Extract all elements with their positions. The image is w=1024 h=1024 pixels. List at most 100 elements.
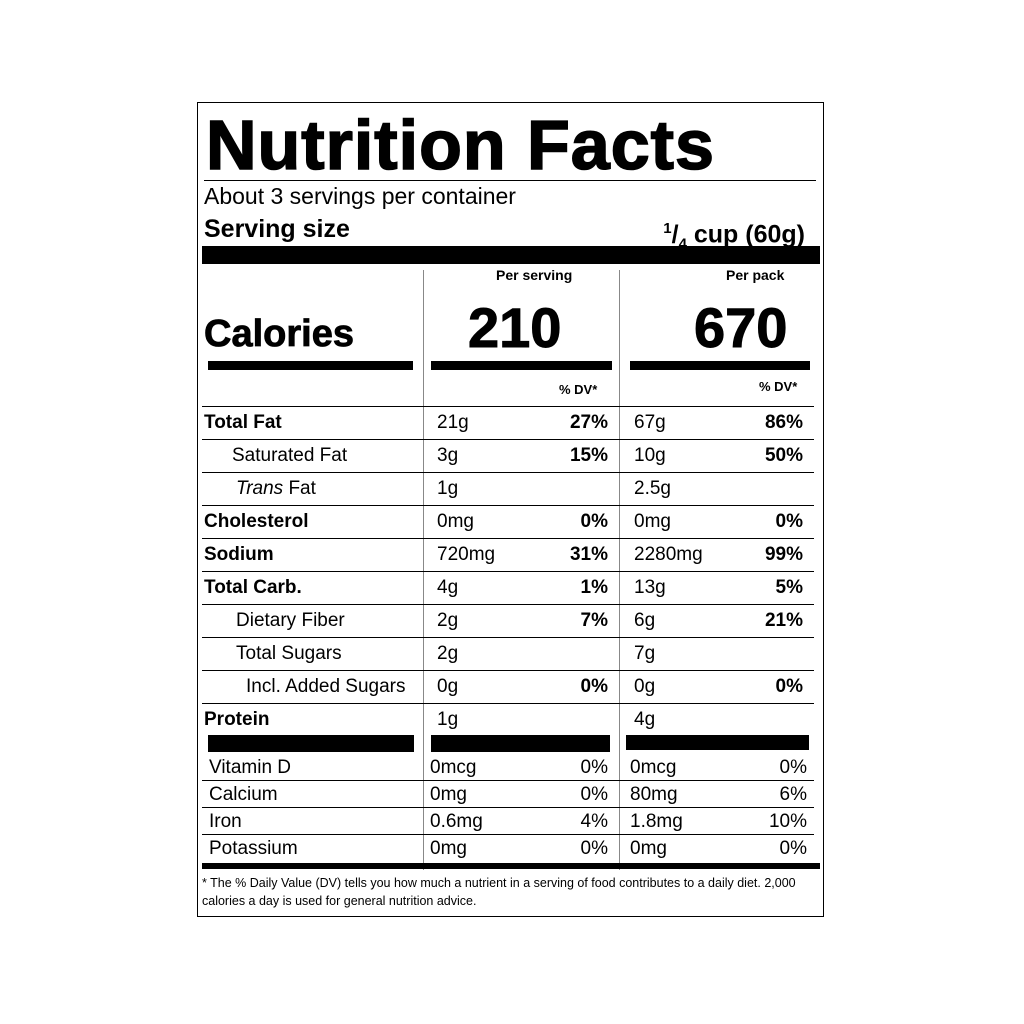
pack-dv: 5% bbox=[775, 577, 803, 598]
nutrient-name: Total Carb. bbox=[204, 577, 302, 599]
serving-dv: 0% bbox=[580, 838, 608, 859]
pack-amount: 2.5g bbox=[634, 478, 671, 499]
nutrient-name-text: Cholesterol bbox=[204, 511, 309, 532]
serving-amount: 0mcg bbox=[430, 757, 477, 778]
row-rule bbox=[202, 472, 814, 473]
nutrient-name-text: Incl. Added Sugars bbox=[246, 676, 406, 697]
serving-fraction-numerator: 1 bbox=[663, 220, 672, 237]
row-rule bbox=[202, 604, 814, 605]
nutrient-name: Trans Fat bbox=[236, 478, 316, 500]
calories-rule-pack bbox=[630, 361, 810, 370]
thick-rule-bottom bbox=[202, 863, 820, 869]
vitamin-rule-left bbox=[208, 735, 414, 752]
vitamin-name: Vitamin D bbox=[209, 757, 292, 778]
nutrient-row: Trans Fat 1g 2.5g bbox=[198, 472, 823, 505]
vitamin-row: Calcium 0mg 0% 80mg 6% bbox=[198, 780, 823, 807]
pack-amount: 0mcg bbox=[630, 757, 677, 778]
nutrition-facts-label: Nutrition Facts About 3 servings per con… bbox=[197, 102, 824, 917]
nutrient-name-text: Sodium bbox=[204, 544, 274, 565]
pack-amount: 6g bbox=[634, 610, 656, 631]
pack-amount: 0mg bbox=[630, 838, 667, 859]
serving-amount: 0mg bbox=[430, 838, 467, 859]
row-rule bbox=[202, 571, 814, 572]
row-rule bbox=[202, 807, 814, 808]
thick-rule-top bbox=[202, 246, 820, 264]
row-rule bbox=[202, 406, 814, 407]
row-rule bbox=[202, 703, 814, 704]
row-rule bbox=[202, 780, 814, 781]
serving-dv: 0% bbox=[580, 676, 608, 697]
vitamin-name: Calcium bbox=[209, 784, 278, 805]
serving-amount: 2g bbox=[437, 643, 459, 664]
column-divider-serving bbox=[423, 270, 424, 870]
row-rule bbox=[202, 505, 814, 506]
serving-dv: 4% bbox=[580, 811, 608, 832]
nutrient-name: Total Sugars bbox=[236, 643, 342, 665]
pack-amount: 7g bbox=[634, 643, 656, 664]
row-rule bbox=[202, 637, 814, 638]
pack-dv: 10% bbox=[768, 811, 807, 832]
nutrient-name-text: Dietary Fiber bbox=[236, 610, 345, 631]
nutrient-row: Protein 1g 4g bbox=[198, 703, 823, 736]
pack-dv: 0% bbox=[779, 838, 807, 859]
pack-amount: 0g bbox=[634, 676, 656, 697]
serving-amount: 1g bbox=[437, 478, 459, 499]
pack-amount: 67g bbox=[634, 412, 666, 433]
pack-dv: 0% bbox=[775, 676, 803, 697]
pack-dv: 99% bbox=[764, 544, 803, 565]
row-rule bbox=[202, 834, 814, 835]
calories-rule-serving bbox=[431, 361, 612, 370]
calories-rule-left bbox=[208, 361, 413, 370]
nutrient-name-text: Protein bbox=[204, 709, 270, 730]
nutrient-name: Sodium bbox=[204, 544, 274, 566]
serving-size-label: Serving size bbox=[204, 215, 350, 243]
pack-amount: 0mg bbox=[634, 511, 671, 532]
vitamin-rule-pack bbox=[626, 735, 809, 750]
dv-header-serving: % DV* bbox=[559, 382, 598, 397]
row-rule bbox=[202, 439, 814, 440]
vitamin-row: Potassium 0mg 0% 0mg 0% bbox=[198, 834, 823, 861]
label-title: Nutrition Facts bbox=[205, 105, 715, 185]
serving-dv: 0% bbox=[580, 784, 608, 805]
dv-header-pack: % DV* bbox=[759, 379, 798, 394]
nutrient-name: Total Fat bbox=[204, 412, 282, 434]
vitamin-row: Iron 0.6mg 4% 1.8mg 10% bbox=[198, 807, 823, 834]
serving-size-amount: cup (60g) bbox=[693, 220, 805, 249]
nutrient-name: Incl. Added Sugars bbox=[246, 676, 406, 698]
nutrient-name-italic: Trans bbox=[236, 478, 284, 499]
pack-amount: 13g bbox=[634, 577, 666, 598]
row-rule bbox=[202, 538, 814, 539]
serving-dv: 0% bbox=[580, 511, 608, 532]
pack-amount: 10g bbox=[634, 445, 666, 466]
column-header-per-pack: Per pack bbox=[726, 267, 785, 283]
serving-dv: 7% bbox=[580, 610, 608, 631]
pack-dv: 86% bbox=[764, 412, 803, 433]
pack-amount: 1.8mg bbox=[630, 811, 683, 832]
nutrient-name-text: Saturated Fat bbox=[232, 445, 348, 466]
serving-amount: 3g bbox=[437, 445, 459, 466]
serving-fraction-denominator: 4 bbox=[678, 235, 687, 253]
serving-amount: 0mg bbox=[437, 511, 474, 532]
serving-amount: 0mg bbox=[430, 784, 467, 805]
title-rule bbox=[204, 180, 816, 181]
pack-amount: 4g bbox=[634, 709, 656, 730]
pack-dv: 50% bbox=[764, 445, 803, 466]
nutrient-row: Cholesterol 0mg 0% 0mg 0% bbox=[198, 505, 823, 538]
serving-dv: 1% bbox=[580, 577, 608, 598]
serving-amount: 2g bbox=[437, 610, 459, 631]
serving-amount: 0g bbox=[437, 676, 459, 697]
vitamin-rule-serving bbox=[431, 735, 610, 752]
pack-dv: 21% bbox=[764, 610, 803, 631]
serving-amount: 1g bbox=[437, 709, 459, 730]
serving-dv: 15% bbox=[569, 445, 608, 466]
serving-size-value: 1/4 cup (60g) bbox=[663, 220, 805, 253]
pack-amount: 80mg bbox=[630, 784, 678, 805]
serving-dv: 0% bbox=[580, 757, 608, 778]
serving-amount: 4g bbox=[437, 577, 459, 598]
serving-amount: 21g bbox=[437, 412, 469, 433]
nutrient-name: Dietary Fiber bbox=[236, 610, 345, 632]
column-header-per-serving: Per serving bbox=[496, 267, 573, 283]
nutrient-name: Saturated Fat bbox=[232, 445, 347, 467]
serving-dv: 31% bbox=[569, 544, 608, 565]
pack-dv: 6% bbox=[779, 784, 807, 805]
